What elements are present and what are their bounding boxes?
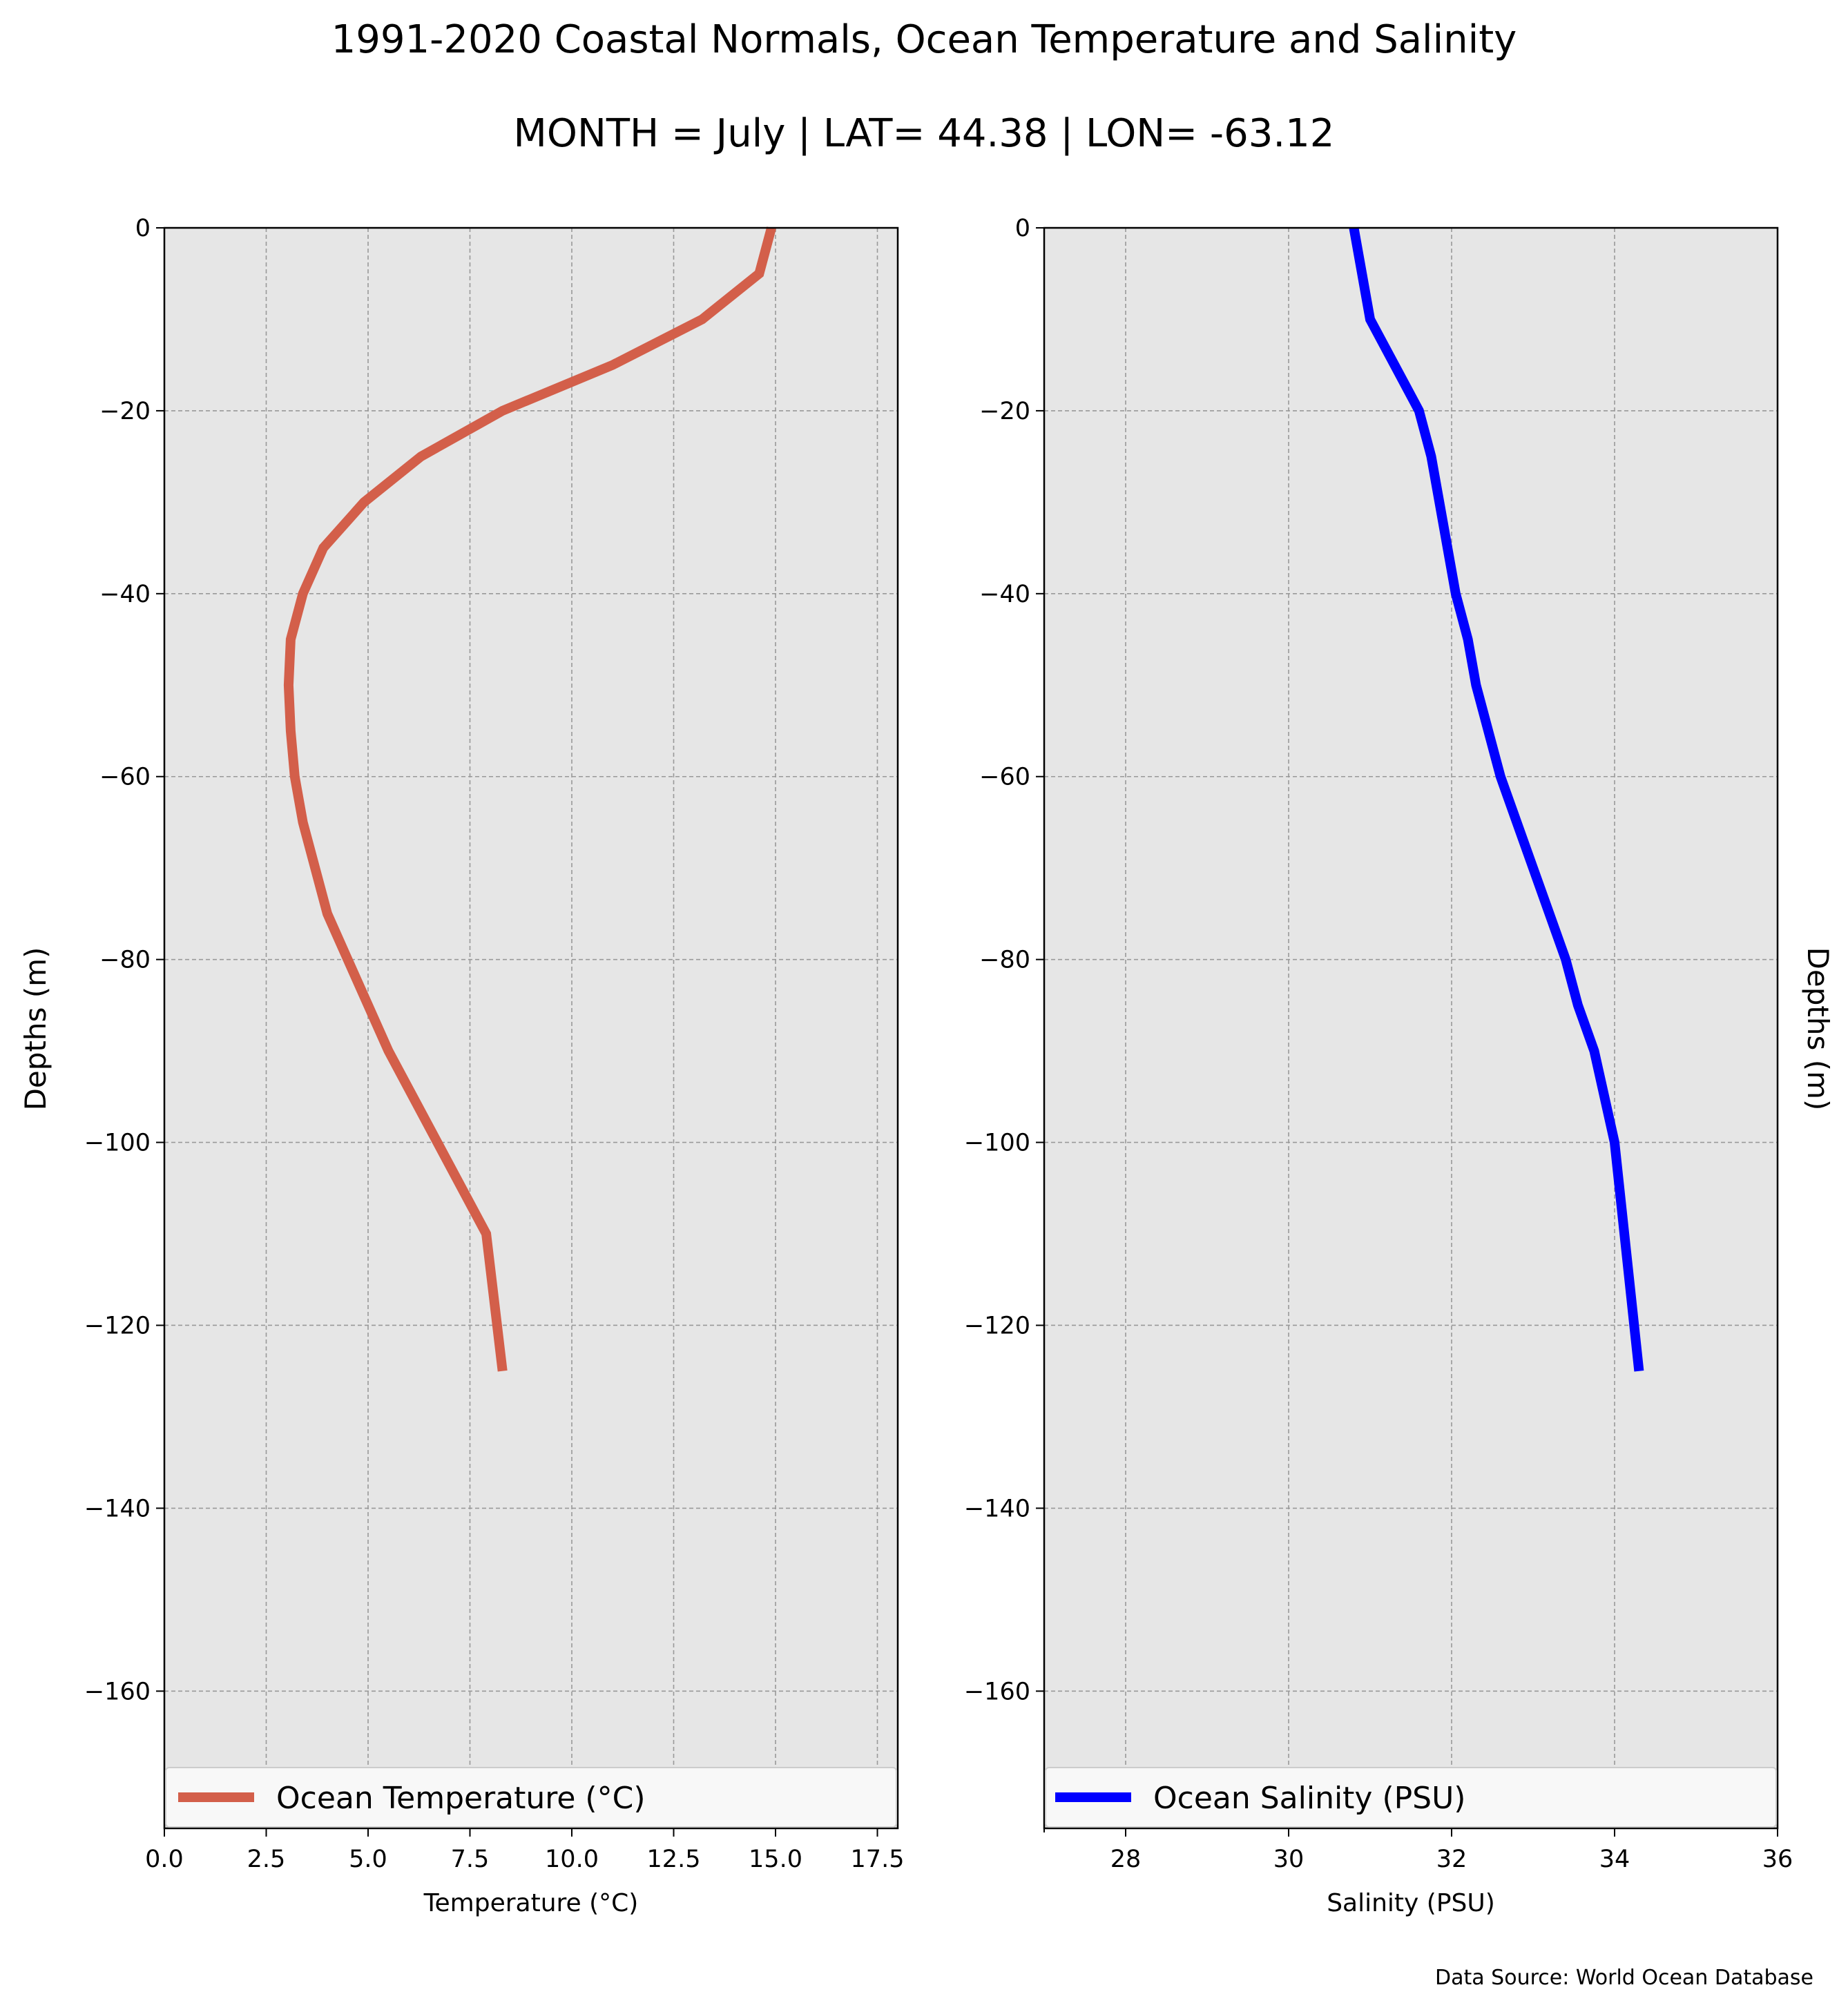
legend-box (165, 1767, 897, 1828)
x-tick-label: 7.5 (451, 1846, 490, 1873)
x-tick-label: 10.0 (545, 1846, 599, 1873)
x-tick-label: 34 (1599, 1846, 1630, 1873)
y-tick-label: −40 (99, 581, 151, 608)
y-tick-label: −140 (964, 1495, 1030, 1522)
y-tick-label: −160 (964, 1678, 1030, 1705)
y-tick-label: −80 (99, 947, 151, 974)
gridlines (1044, 228, 1778, 1828)
gridlines (164, 228, 898, 1828)
y-tick-label: −120 (964, 1312, 1030, 1339)
x-tick-label: 36 (1762, 1846, 1793, 1873)
axes-border (1043, 226, 1779, 1830)
x-tick-label: 15.0 (749, 1846, 802, 1873)
x-tick-label: 2.5 (247, 1846, 286, 1873)
y-tick-label: −80 (979, 947, 1030, 974)
y-tick-label: 0 (1015, 215, 1030, 242)
x-tick-label: 0.0 (145, 1846, 184, 1873)
x-tick-label: 5.0 (349, 1846, 387, 1873)
legend-box (1045, 1767, 1777, 1828)
y-ticks: 0 −20 −40 −60 −80 −100 −120 −140 −160 (964, 215, 1044, 1705)
y-tick-label: −20 (99, 398, 151, 425)
x-axis-label: Salinity (PSU) (1327, 1889, 1495, 1917)
plot-area-background (164, 228, 898, 1828)
chart-title: 1991-2020 Coastal Normals, Ocean Tempera… (331, 17, 1517, 62)
legend: Ocean Temperature (°C) (165, 1767, 897, 1828)
x-tick-label: 17.5 (851, 1846, 905, 1873)
x-tick-label: 32 (1436, 1846, 1467, 1873)
y-ticks: 0 −20 −40 −60 −80 −100 −120 −140 −160 (84, 215, 164, 1705)
legend-label: Ocean Salinity (PSU) (1153, 1781, 1465, 1816)
y-tick-label: −60 (979, 764, 1030, 791)
series-line (283, 226, 776, 1372)
y-tick-label: −100 (964, 1130, 1030, 1157)
y-tick-label: 0 (135, 215, 151, 242)
y-axis-label: Depths (m) (1801, 947, 1835, 1111)
legend: Ocean Salinity (PSU) (1045, 1767, 1777, 1828)
plot-area-background (1044, 228, 1778, 1828)
axes-frame (163, 226, 899, 1830)
legend-label: Ocean Temperature (°C) (276, 1781, 646, 1816)
y-tick-label: −20 (979, 398, 1030, 425)
axes-border (163, 226, 899, 1830)
y-tick-label: −120 (84, 1312, 151, 1339)
series-line (1349, 226, 1644, 1372)
chart-subtitle: MONTH = July | LAT= 44.38 | LON= -63.12 (514, 111, 1335, 156)
x-tick-label: 30 (1273, 1846, 1305, 1873)
salinity-chart: 28 30 32 34 36 0 −20 −40 −60 −80 −100 −120 −140 −160… (964, 215, 1835, 1917)
x-tick-label: 12.5 (647, 1846, 701, 1873)
y-tick-label: −140 (84, 1495, 151, 1522)
y-tick-label: −60 (99, 764, 151, 791)
x-ticks: 0.0 2.5 5.0 7.5 10.0 12.5 15.0 17.5 (145, 1828, 904, 1873)
series-layer (1349, 226, 1644, 1372)
x-ticks: 28 30 32 34 36 (1043, 1828, 1793, 1873)
axes-frame (1043, 226, 1779, 1830)
y-tick-label: −40 (979, 581, 1030, 608)
y-tick-label: −160 (84, 1678, 151, 1705)
x-axis-label: Temperature (°C) (423, 1889, 639, 1917)
temperature-chart: 0.0 2.5 5.0 7.5 10.0 12.5 15.0 17.5 0 −20 −40 −60 −… (19, 215, 904, 1917)
y-tick-label: −100 (84, 1130, 151, 1157)
series-layer (283, 226, 776, 1372)
y-axis-label: Depths (m) (19, 947, 52, 1111)
data-source-note: Data Source: World Ocean Database (1435, 1966, 1813, 1990)
x-tick-label: 28 (1110, 1846, 1142, 1873)
